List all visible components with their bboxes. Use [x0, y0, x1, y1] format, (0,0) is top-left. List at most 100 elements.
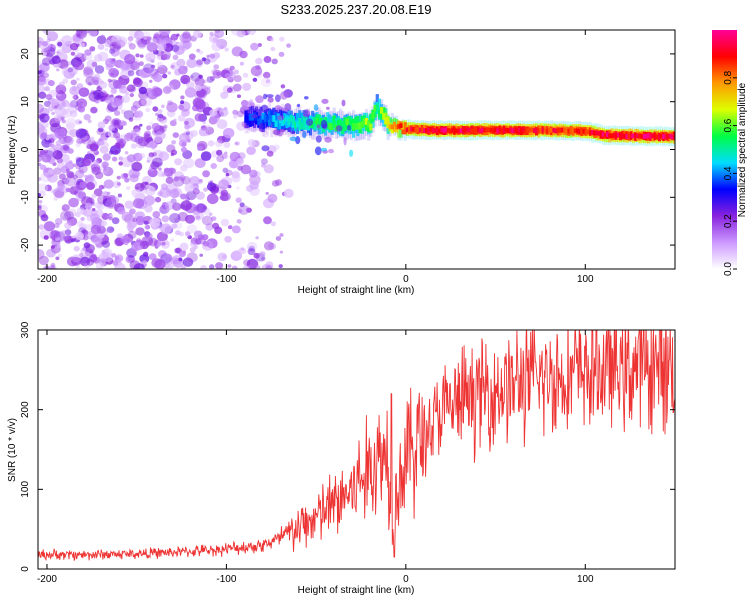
noise-cell [200, 264, 207, 269]
noise-cell [38, 44, 41, 48]
noise-cell [180, 200, 192, 211]
noise-cell [97, 51, 109, 62]
noise-cell [75, 30, 87, 39]
noise-cell [54, 114, 62, 122]
noise-cell [180, 164, 188, 172]
noise-cell [139, 123, 143, 127]
noise-cell [106, 195, 116, 203]
noise-cell [103, 179, 114, 189]
noise-cell [145, 107, 151, 113]
noise-cell [83, 233, 88, 238]
noise-cell [91, 234, 103, 245]
noise-cell [54, 218, 63, 225]
ridge-blob [287, 126, 292, 133]
noise-cell [145, 52, 156, 62]
colorbar-label: Normalized spectral amplitude [737, 82, 748, 217]
noise-cell [38, 40, 43, 45]
ridge-cell [582, 128, 586, 134]
ridge-cell [268, 110, 272, 123]
noise-cell [127, 226, 134, 233]
noise-cell [211, 216, 217, 222]
ridge-cell [476, 127, 481, 133]
noise-cell [64, 222, 72, 230]
x-tick-label: 100 [577, 274, 594, 285]
ridge-cell [657, 134, 661, 140]
noise-cell [70, 51, 76, 56]
noise-cell [102, 153, 111, 161]
noise-cell [86, 59, 98, 70]
noise-cell [44, 184, 52, 192]
noise-cell [248, 169, 258, 178]
noise-cell [192, 30, 202, 39]
ridge-cell [315, 118, 319, 125]
noise-cell [64, 176, 77, 187]
ridge-cell [373, 104, 377, 112]
noise-cell [135, 53, 140, 58]
ridge-cell [629, 134, 633, 139]
noise-cell [101, 161, 109, 168]
ridge-cell [293, 121, 298, 129]
ridge-cell [606, 132, 610, 138]
noise-cell [131, 188, 141, 198]
ridge-cell [466, 127, 470, 133]
noise-cell [93, 159, 100, 166]
ridge-cell [274, 120, 278, 128]
ridge-cell [560, 127, 565, 133]
noise-cell [110, 88, 118, 94]
noise-cell [56, 244, 61, 249]
y-tick-label: 10 [20, 96, 31, 108]
noise-cell [127, 41, 133, 46]
noise-cell [210, 163, 217, 169]
ridge-cell [526, 128, 530, 133]
noise-cell [146, 125, 152, 131]
noise-cell [180, 146, 188, 153]
noise-cell [54, 128, 66, 139]
noise-cell [214, 226, 223, 234]
noise-cell [148, 152, 155, 158]
ridge-cell [509, 127, 513, 133]
ridge-cell [504, 127, 509, 133]
noise-cell [38, 103, 45, 114]
noise-cell [75, 231, 84, 241]
noise-cell [209, 264, 215, 269]
noise-cell [184, 214, 195, 224]
noise-cell [61, 119, 66, 124]
ridge-cell [403, 122, 407, 131]
noise-cell [62, 78, 69, 84]
noise-cell [238, 205, 250, 215]
noise-cell [65, 117, 77, 128]
noise-cell [192, 207, 201, 215]
x-tick-label: 0 [403, 574, 409, 585]
noise-cell [205, 223, 214, 231]
noise-cell [265, 191, 269, 195]
noise-cell [179, 32, 191, 44]
noise-cell [194, 113, 204, 122]
spectrogram-y-ticks: -20 -10 0 10 20 [20, 48, 675, 252]
noise-cell [43, 100, 51, 107]
noise-cell [48, 80, 55, 87]
ridge-cell [535, 128, 539, 134]
noise-cell [250, 65, 263, 77]
noise-cell [192, 188, 200, 195]
noise-cell [186, 252, 198, 263]
ridge-blob [304, 96, 309, 100]
noise-cell [255, 236, 259, 240]
noise-cell [224, 47, 229, 52]
noise-cell [159, 187, 171, 198]
noise-cell [71, 256, 82, 266]
noise-cell [79, 42, 86, 48]
ridge-blob [273, 129, 281, 136]
ridge-cell [664, 134, 668, 140]
noise-cell [107, 78, 112, 83]
ridge-cell [285, 121, 289, 129]
noise-cell [270, 46, 276, 52]
noise-cell [89, 46, 96, 52]
noise-cell [180, 95, 185, 100]
noise-cell [38, 84, 46, 94]
noise-cell [132, 100, 142, 109]
noise-cell [85, 224, 93, 231]
noise-cell [263, 164, 274, 174]
ridge-blob [302, 130, 307, 139]
ridge-cell [619, 132, 623, 138]
